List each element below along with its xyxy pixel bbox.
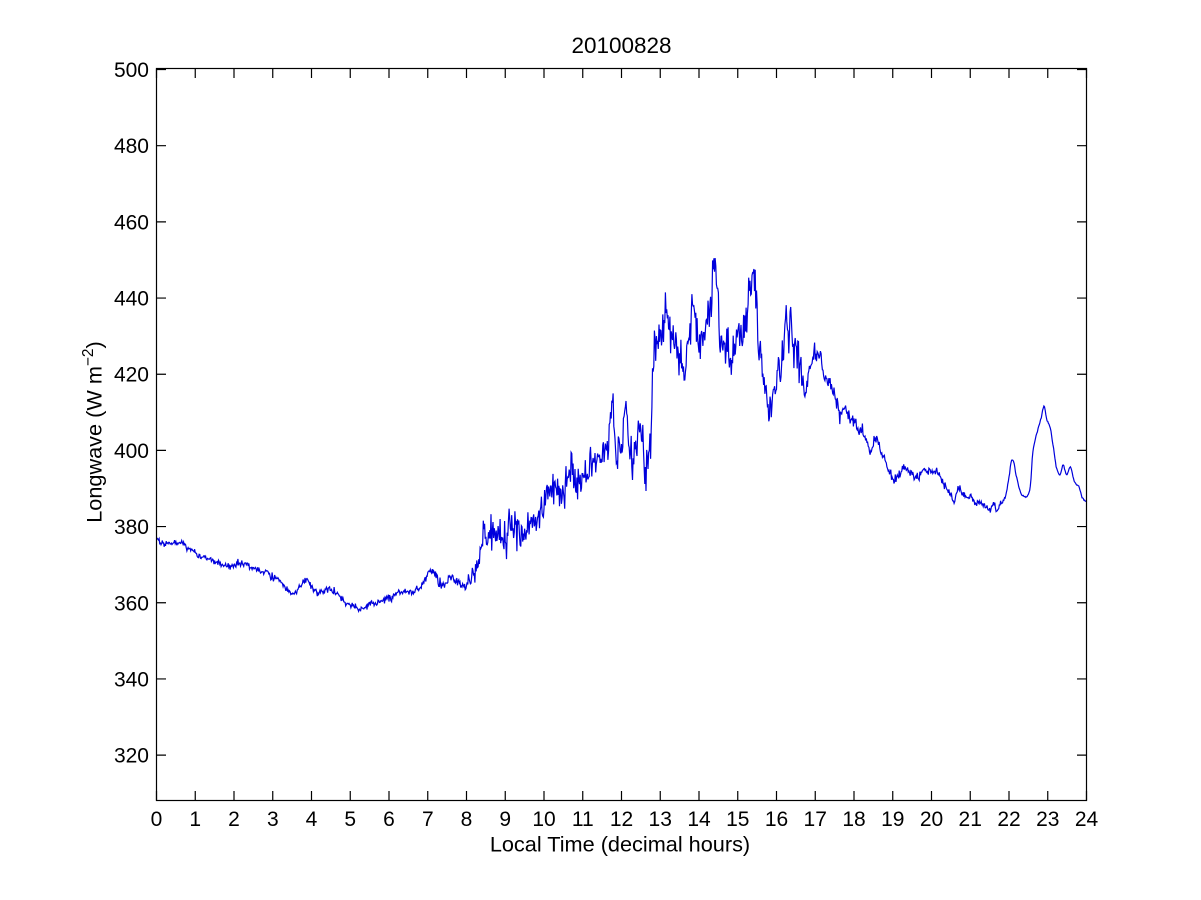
svg-text:15: 15: [726, 808, 749, 831]
svg-text:10: 10: [532, 808, 555, 831]
svg-text:380: 380: [114, 516, 149, 539]
svg-text:9: 9: [499, 808, 511, 831]
svg-text:420: 420: [114, 364, 149, 387]
svg-text:19: 19: [881, 808, 904, 831]
svg-text:17: 17: [804, 808, 827, 831]
svg-text:Longwave (W m−2): Longwave (W m−2): [80, 341, 107, 523]
svg-text:20: 20: [920, 808, 943, 831]
svg-text:4: 4: [306, 808, 318, 831]
svg-text:14: 14: [687, 808, 711, 831]
svg-text:20100828: 20100828: [571, 33, 671, 58]
svg-text:5: 5: [344, 808, 356, 831]
svg-text:12: 12: [610, 808, 633, 831]
svg-text:0: 0: [151, 808, 163, 831]
svg-text:320: 320: [114, 745, 149, 768]
svg-text:16: 16: [765, 808, 788, 831]
svg-text:440: 440: [114, 288, 149, 311]
svg-text:24: 24: [1075, 808, 1099, 831]
svg-text:400: 400: [114, 440, 149, 463]
svg-text:6: 6: [383, 808, 395, 831]
svg-text:340: 340: [114, 668, 149, 691]
svg-text:22: 22: [997, 808, 1020, 831]
svg-text:1: 1: [189, 808, 201, 831]
svg-text:500: 500: [114, 59, 149, 82]
svg-text:360: 360: [114, 592, 149, 615]
svg-text:7: 7: [422, 808, 434, 831]
svg-text:480: 480: [114, 135, 149, 158]
svg-text:13: 13: [649, 808, 672, 831]
svg-text:11: 11: [572, 808, 594, 831]
svg-text:18: 18: [842, 808, 865, 831]
svg-text:460: 460: [114, 211, 149, 234]
svg-text:2: 2: [228, 808, 240, 831]
svg-text:8: 8: [461, 808, 473, 831]
svg-text:3: 3: [267, 808, 279, 831]
svg-text:Local Time (decimal hours): Local Time (decimal hours): [490, 832, 750, 857]
svg-text:21: 21: [959, 808, 982, 831]
svg-text:23: 23: [1036, 808, 1059, 831]
